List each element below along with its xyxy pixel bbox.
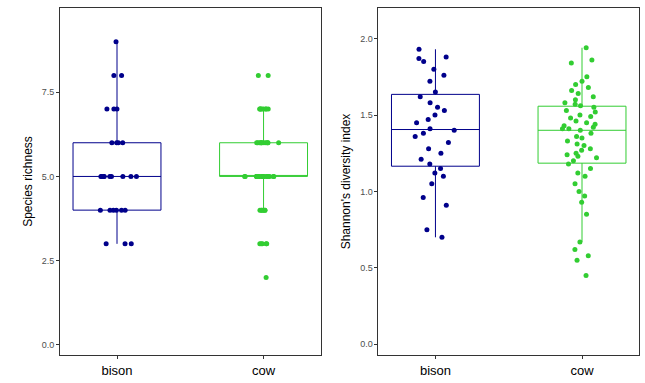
svg-text:cow: cow <box>570 363 594 378</box>
svg-text:cow: cow <box>252 363 276 378</box>
svg-text:Shannon's diversity index: Shannon's diversity index <box>339 114 353 250</box>
svg-text:0.5: 0.5 <box>360 263 373 273</box>
svg-text:1.5: 1.5 <box>360 110 373 120</box>
svg-text:0.0: 0.0 <box>42 340 55 350</box>
svg-text:2.0: 2.0 <box>360 34 373 44</box>
svg-text:bison: bison <box>420 363 451 378</box>
svg-text:0.0: 0.0 <box>360 339 373 349</box>
svg-text:bison: bison <box>101 363 132 378</box>
svg-text:Species richness: Species richness <box>21 136 35 227</box>
svg-text:2.5: 2.5 <box>42 256 55 266</box>
svg-text:1.0: 1.0 <box>360 187 373 197</box>
svg-text:5.0: 5.0 <box>42 172 55 182</box>
svg-text:7.5: 7.5 <box>42 87 55 97</box>
